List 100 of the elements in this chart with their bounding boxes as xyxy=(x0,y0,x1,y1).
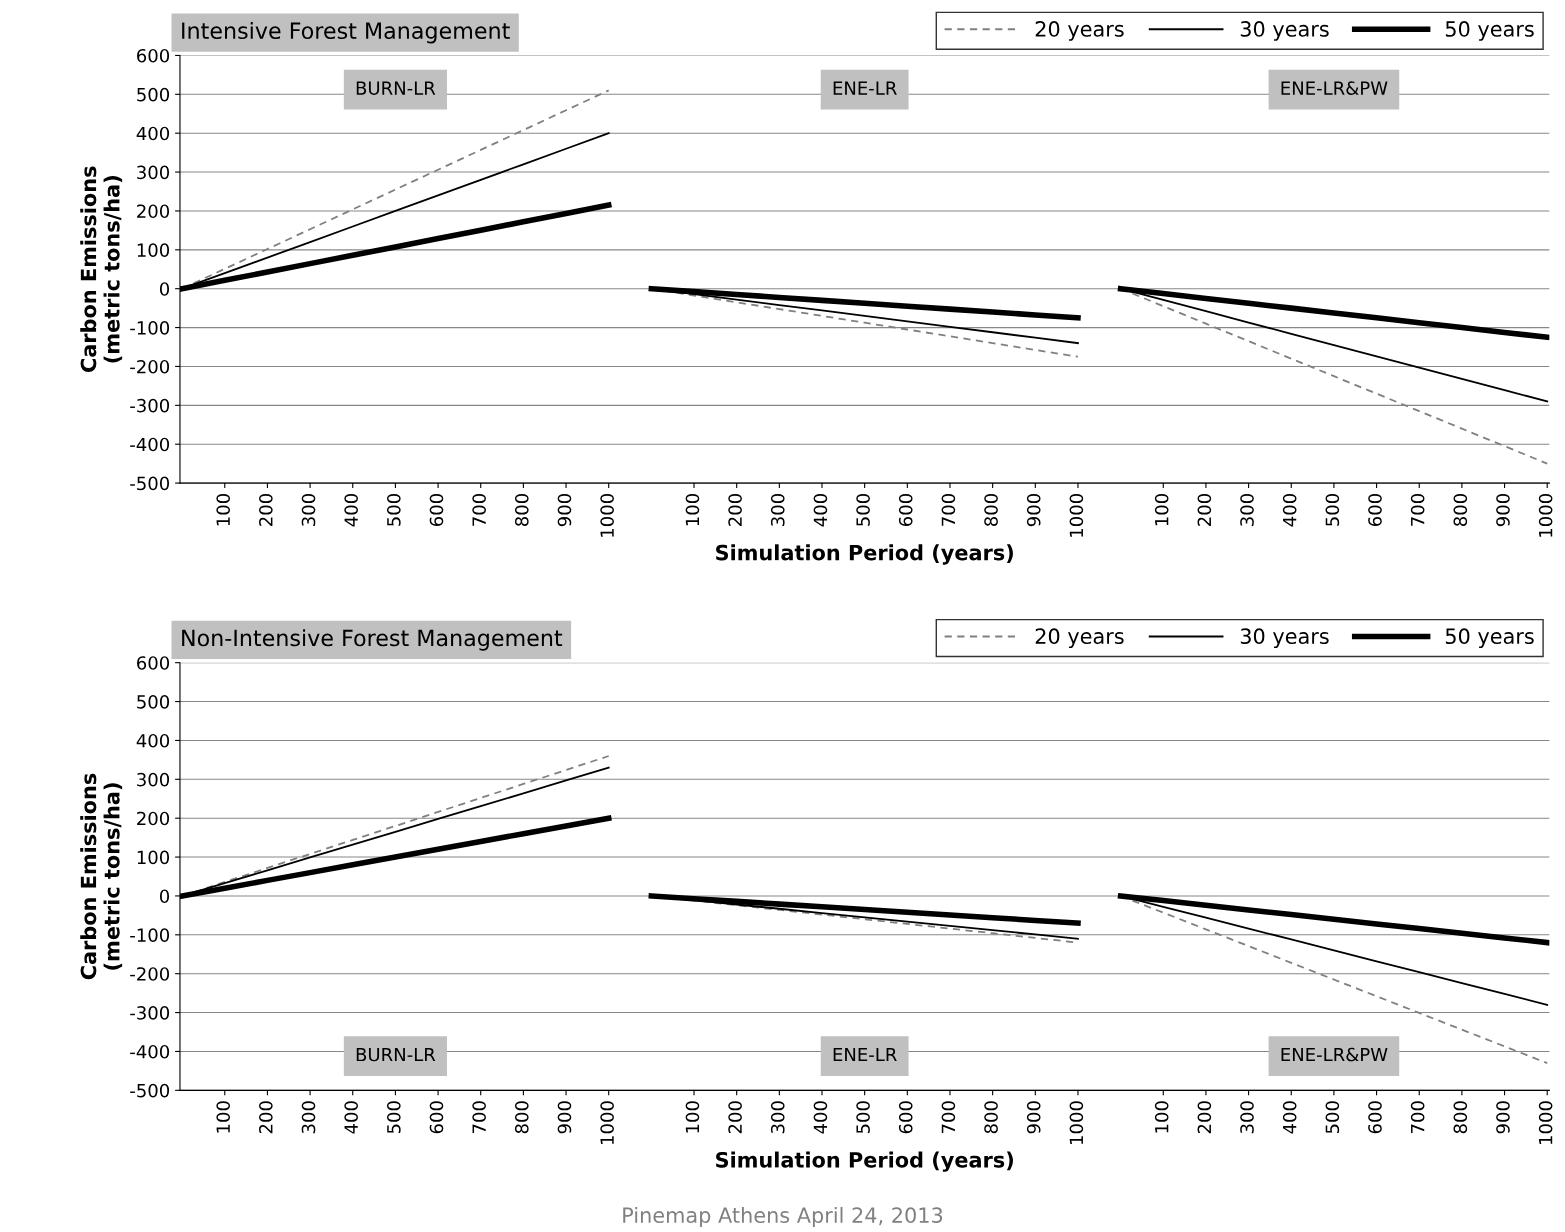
y-tick-label: -100 xyxy=(130,928,170,942)
x-tick-label: 600 xyxy=(898,494,913,526)
x-tick-label: 400 xyxy=(344,494,358,527)
x-tick-label: 300 xyxy=(301,1101,316,1134)
x-tick-label: 600 xyxy=(1368,1101,1382,1134)
x-tick-label: 1000 xyxy=(600,1101,614,1145)
y-tick-label: -200 xyxy=(130,359,170,374)
x-tick-label: 800 xyxy=(984,1101,998,1134)
x-tick-label: 800 xyxy=(514,494,529,527)
y-tick-label: -300 xyxy=(130,1006,170,1020)
legend-label: 30 years xyxy=(1240,21,1329,41)
x-tick-label: 600 xyxy=(898,1101,913,1134)
x-axis-title: Simulation Period (years) xyxy=(716,1151,1013,1172)
x-tick-label: 300 xyxy=(301,494,316,526)
chart-title: Intensive Forest Management xyxy=(182,21,510,44)
y-tick-label: 200 xyxy=(137,204,170,219)
legend-label: 50 years xyxy=(1445,21,1534,41)
x-tick-label: 700 xyxy=(1410,1101,1425,1134)
x-tick-label: 400 xyxy=(1282,494,1297,527)
x-tick-label: 700 xyxy=(1410,494,1425,526)
x-axis-title: Simulation Period (years) xyxy=(716,544,1013,565)
x-tick-label: 600 xyxy=(1368,494,1382,526)
x-tick-label: 400 xyxy=(813,1101,828,1134)
y-tick-label: 0 xyxy=(159,889,170,904)
x-tick-label: 1000 xyxy=(1069,1101,1084,1145)
x-tick-label: 200 xyxy=(1197,494,1212,526)
y-tick-label: 300 xyxy=(137,165,170,180)
x-tick-label: 100 xyxy=(1154,494,1169,526)
x-tick-label: 200 xyxy=(728,494,742,526)
y-tick-label: -400 xyxy=(130,1044,170,1059)
x-tick-label: 800 xyxy=(514,1101,529,1134)
x-tick-label: 400 xyxy=(344,1101,358,1134)
y-tick-label: -300 xyxy=(130,398,170,413)
y-tick-label: -400 xyxy=(130,437,170,452)
x-tick-label: 300 xyxy=(1240,1101,1254,1134)
y-tick-label: 400 xyxy=(136,126,170,141)
x-tick-label: 900 xyxy=(1026,494,1041,527)
text: Pinemap Athens April 24, 2013 xyxy=(623,1206,943,1228)
y-tick-label: 600 xyxy=(137,656,170,670)
x-tick-label: 300 xyxy=(770,494,785,526)
x-tick-label: 300 xyxy=(770,1101,785,1134)
x-tick-label: 700 xyxy=(941,1101,956,1134)
y-tick-label: 500 xyxy=(137,695,170,709)
y-tick-label: 500 xyxy=(137,87,170,102)
x-tick-label: 800 xyxy=(984,494,998,527)
x-tick-label: 500 xyxy=(856,1101,870,1134)
y-tick-label: -200 xyxy=(130,967,170,981)
x-tick-label: 400 xyxy=(1282,1101,1297,1134)
y-tick-label: 400 xyxy=(136,733,170,748)
x-tick-label: 200 xyxy=(259,1101,273,1134)
y-tick-label: -500 xyxy=(130,1083,170,1098)
x-tick-label: 900 xyxy=(557,1101,572,1134)
x-tick-label: 100 xyxy=(1154,1101,1169,1133)
x-tick-label: 900 xyxy=(1496,494,1510,527)
x-tick-label: 800 xyxy=(1453,494,1468,527)
x-tick-label: 700 xyxy=(941,494,956,526)
x-tick-label: 200 xyxy=(1197,1101,1212,1134)
x-tick-label: 700 xyxy=(472,1101,486,1134)
y-tick-label: 300 xyxy=(137,772,170,787)
x-tick-label: 1000 xyxy=(1069,494,1084,537)
y-axis-title: Carbon Emissions (metric tons/ha) xyxy=(80,166,123,372)
y-tick-label: 100 xyxy=(137,243,170,257)
x-tick-label: 900 xyxy=(1026,1101,1041,1134)
x-tick-label: 900 xyxy=(1496,1101,1510,1134)
x-tick-label: 1000 xyxy=(600,494,614,537)
x-tick-label: 500 xyxy=(386,494,401,526)
annotation: ENE-LR xyxy=(833,1047,897,1062)
x-tick-label: 900 xyxy=(557,494,572,527)
annotation: BURN-LR xyxy=(356,81,436,95)
x-tick-label: 700 xyxy=(472,494,486,526)
y-tick-label: -100 xyxy=(130,321,170,335)
x-tick-label: 400 xyxy=(813,494,828,527)
x-tick-label: 500 xyxy=(1325,494,1340,526)
x-tick-label: 1000 xyxy=(1538,1101,1553,1145)
x-tick-label: 500 xyxy=(1325,1101,1340,1134)
x-tick-label: 800 xyxy=(1453,1101,1468,1134)
y-tick-label: 600 xyxy=(137,48,170,63)
x-tick-label: 100 xyxy=(685,1101,700,1133)
legend-label: 50 years xyxy=(1445,628,1534,649)
annotation: ENE-LR&PW xyxy=(1281,81,1388,95)
annotation: BURN-LR xyxy=(356,1047,436,1062)
x-tick-label: 200 xyxy=(259,494,273,526)
y-axis-title: Carbon Emissions (metric tons/ha) xyxy=(80,773,123,980)
x-tick-label: 100 xyxy=(685,494,700,526)
y-tick-label: -500 xyxy=(130,476,170,491)
x-tick-label: 100 xyxy=(216,494,231,526)
x-tick-label: 300 xyxy=(1240,494,1254,526)
x-tick-label: 600 xyxy=(429,494,444,526)
x-tick-label: 600 xyxy=(429,1101,444,1134)
x-tick-label: 500 xyxy=(856,494,870,526)
y-tick-label: 200 xyxy=(137,811,170,826)
y-tick-label: 100 xyxy=(137,850,170,865)
x-tick-label: 1000 xyxy=(1538,494,1553,537)
legend-label: 30 years xyxy=(1240,628,1329,649)
x-tick-label: 100 xyxy=(216,1101,231,1133)
annotation: ENE-LR&PW xyxy=(1281,1047,1388,1062)
x-tick-label: 500 xyxy=(386,1101,401,1134)
x-tick-label: 200 xyxy=(728,1101,742,1134)
legend-label: 20 years xyxy=(1035,628,1124,649)
annotation: ENE-LR xyxy=(833,81,897,95)
